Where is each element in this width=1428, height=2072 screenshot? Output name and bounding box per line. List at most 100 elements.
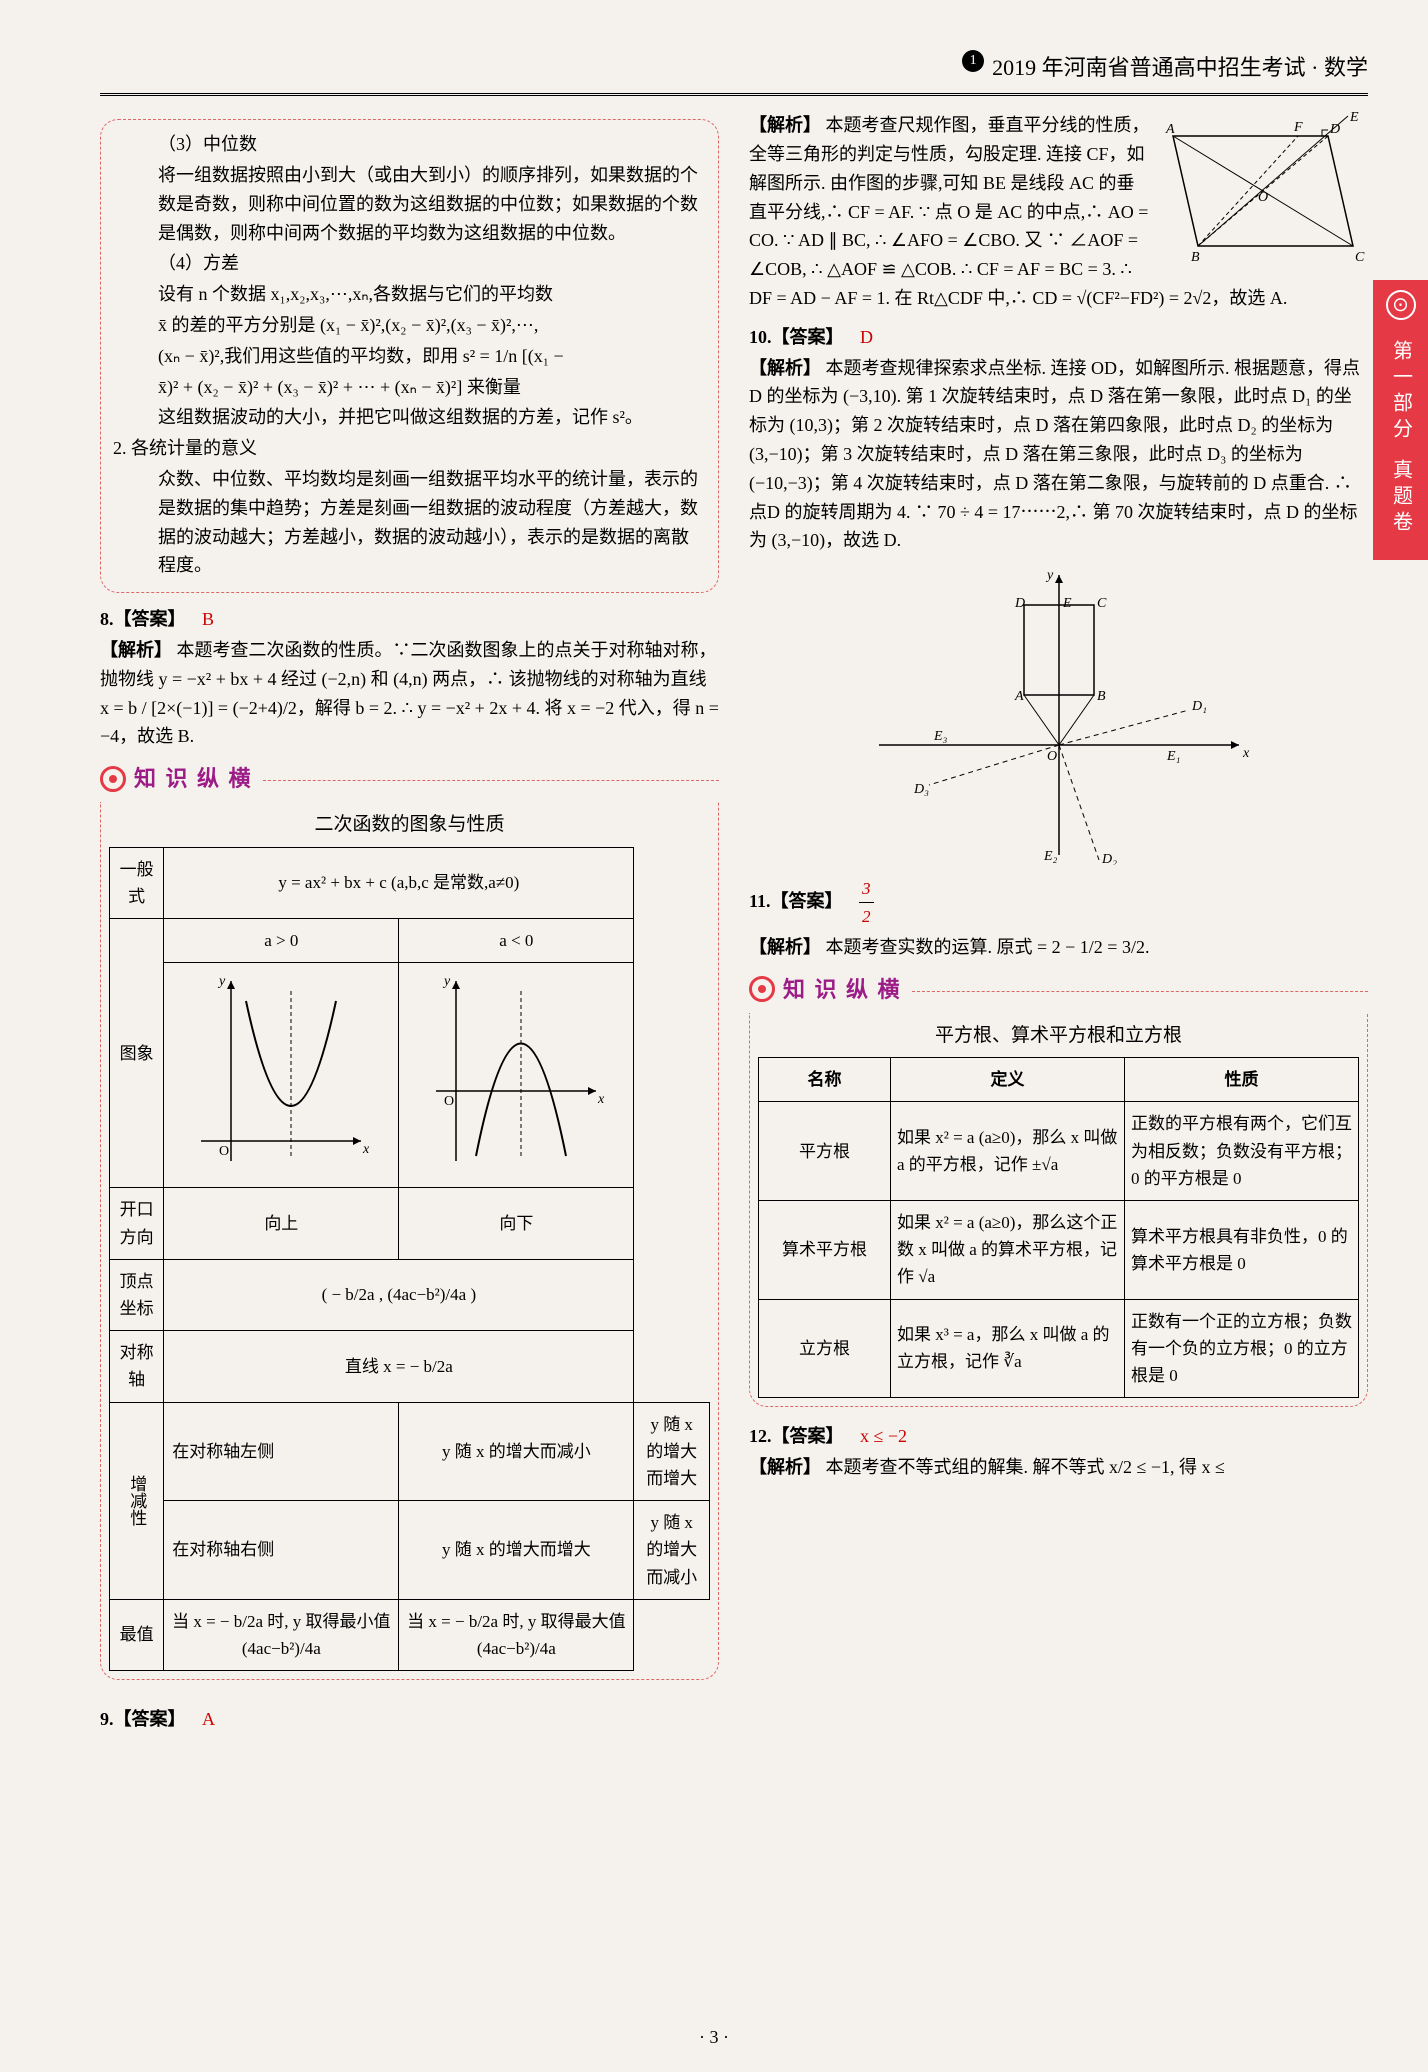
q9-exp-label: 【解析】 bbox=[749, 115, 821, 135]
table1-title: 二次函数的图象与性质 bbox=[109, 810, 710, 840]
dash-line-2 bbox=[912, 991, 1368, 992]
svg-text:O: O bbox=[444, 1094, 454, 1109]
t1-r7c2b: y 随 x 的增大而减小 bbox=[399, 1402, 634, 1501]
svg-text:E₁: E₁ bbox=[1166, 749, 1180, 764]
q10-answer-line: 10.【答案】 D bbox=[749, 323, 1368, 352]
svg-text:C: C bbox=[1355, 250, 1365, 261]
header-bullet: 1 bbox=[962, 50, 984, 72]
median-heading: （3）中位数 bbox=[113, 130, 706, 159]
t1-r7c2a: 在对称轴左侧 bbox=[164, 1402, 399, 1501]
q11-exp-label: 【解析】 bbox=[749, 937, 821, 957]
q8-answer: B bbox=[202, 609, 214, 629]
variance-p1: 设有 n 个数据 x₁,x₂,x₃,⋯,xₙ,各数据与它们的平均数 bbox=[113, 280, 706, 309]
q11-answer: 32 bbox=[859, 891, 874, 911]
q10-label: 10.【答案】 bbox=[749, 327, 844, 347]
q12-exp-label: 【解析】 bbox=[749, 1457, 821, 1477]
svg-text:O: O bbox=[219, 1144, 229, 1159]
t2-r3c2: 如果 x³ = a，那么 x 叫做 a 的立方根，记作 ∛a bbox=[891, 1299, 1125, 1398]
svg-text:B: B bbox=[1191, 250, 1200, 261]
svg-text:A: A bbox=[1014, 689, 1024, 704]
side-tab-line1: 第一部分 bbox=[1385, 340, 1417, 444]
side-tab-icon: ⊙ bbox=[1386, 290, 1416, 320]
svg-text:E₃: E₃ bbox=[933, 729, 948, 744]
t2-r2c1: 算术平方根 bbox=[759, 1200, 891, 1299]
table2-title: 平方根、算术平方根和立方根 bbox=[758, 1021, 1359, 1051]
rotation-diagram-icon: x y O A B C D E D₁ E₁ D₂ bbox=[859, 565, 1259, 865]
svg-text:D₁: D₁ bbox=[1191, 699, 1207, 714]
q12-label: 12.【答案】 bbox=[749, 1426, 844, 1446]
svg-text:y: y bbox=[1045, 568, 1054, 583]
stats-summary-box: （3）中位数 将一组数据按照由小到大（或由大到小）的顺序排列，如果数据的个数是奇… bbox=[100, 119, 719, 593]
svg-text:O: O bbox=[1047, 749, 1057, 764]
roots-table: 名称 定义 性质 平方根 如果 x² = a (a≥0)，那么 x 叫做 a 的… bbox=[758, 1057, 1359, 1398]
svg-text:A: A bbox=[1165, 122, 1175, 137]
parabola-up-cell: x y O bbox=[164, 963, 399, 1188]
svg-text:F: F bbox=[1293, 120, 1303, 135]
q9-answer-line: 9.【答案】 A bbox=[100, 1705, 719, 1734]
right-column: A D B C E F O 【解析】 本题考查尺规作图，垂直平分线的性质，全等三… bbox=[749, 111, 1368, 1736]
t2-h1: 名称 bbox=[759, 1058, 891, 1102]
variance-p3: (xₙ − x̄)²,我们用这些值的平均数，即用 s² = 1/n [(x₁ − bbox=[113, 342, 706, 371]
meaning-text: 众数、中位数、平均数均是刻画一组数据平均水平的统计量，表示的是数据的集中趋势；方… bbox=[113, 465, 706, 580]
t2-r3c1: 立方根 bbox=[759, 1299, 891, 1398]
parabola-up-icon: x y O bbox=[191, 971, 371, 1171]
rectangle-diagram-icon: A D B C E F O bbox=[1158, 111, 1368, 261]
t1-r3c1: 图象 bbox=[110, 919, 164, 1188]
t1-r2c3: a < 0 bbox=[399, 919, 634, 963]
t2-r1c1: 平方根 bbox=[759, 1102, 891, 1201]
q12-answer-line: 12.【答案】 x ≤ −2 bbox=[749, 1422, 1368, 1451]
knowledge-title-2: 知 识 纵 横 bbox=[783, 972, 902, 1007]
q8-exp-text: 本题考查二次函数的性质。∵二次函数图象上的点关于对称轴对称，抛物线 y = −x… bbox=[100, 640, 719, 746]
q12-exp-text: 本题考查不等式组的解集. 解不等式 x/2 ≤ −1, 得 x ≤ bbox=[826, 1457, 1225, 1477]
target-icon-2 bbox=[749, 976, 775, 1002]
q12-exp: 【解析】 本题考查不等式组的解集. 解不等式 x/2 ≤ −1, 得 x ≤ bbox=[749, 1453, 1368, 1482]
knowledge-box-1: 二次函数的图象与性质 一般式 y = ax² + bx + c (a,b,c 是… bbox=[100, 802, 719, 1680]
page-number: · 3 · bbox=[699, 2023, 729, 2052]
svg-text:B: B bbox=[1097, 689, 1106, 704]
svg-text:x: x bbox=[597, 1092, 605, 1107]
q8-exp: 【解析】 本题考查二次函数的性质。∵二次函数图象上的点关于对称轴对称，抛物线 y… bbox=[100, 636, 719, 751]
q10-exp-label: 【解析】 bbox=[749, 358, 821, 378]
svg-text:x: x bbox=[1242, 746, 1250, 761]
knowledge-header-1: 知 识 纵 横 bbox=[100, 761, 719, 796]
q10-exp: 【解析】 本题考查规律探索求点坐标. 连接 OD，如解图所示. 根据题意，得点 … bbox=[749, 354, 1368, 556]
svg-text:y: y bbox=[442, 974, 451, 989]
dash-line bbox=[263, 780, 719, 781]
svg-text:D: D bbox=[1014, 596, 1025, 611]
svg-text:D: D bbox=[1329, 122, 1340, 137]
t2-r1c2: 如果 x² = a (a≥0)，那么 x 叫做 a 的平方根，记作 ±√a bbox=[891, 1102, 1125, 1201]
t1-r8c1: 最值 bbox=[110, 1599, 164, 1670]
side-tab: ⊙ 第一部分 真题卷 bbox=[1373, 280, 1428, 560]
t1-r6c2: 直线 x = − b/2a bbox=[164, 1331, 634, 1402]
q9-answer: A bbox=[202, 1709, 215, 1729]
t1-r7c1: 增减性 bbox=[110, 1402, 164, 1599]
q9-label: 9.【答案】 bbox=[100, 1709, 186, 1729]
page-header: 1 2019 年河南省普通高中招生考试 · 数学 bbox=[100, 50, 1368, 96]
svg-text:E: E bbox=[1349, 111, 1359, 125]
svg-text:E₂: E₂ bbox=[1043, 849, 1058, 864]
t1-r2c2: a > 0 bbox=[164, 919, 399, 963]
t2-r2c3: 算术平方根具有非负性，0 的算术平方根是 0 bbox=[1125, 1200, 1359, 1299]
t1-r4c2: 向上 bbox=[164, 1188, 399, 1259]
t1-r5c2: ( − b/2a , (4ac−b²)/4a ) bbox=[164, 1259, 634, 1330]
q12-answer: x ≤ −2 bbox=[860, 1426, 907, 1446]
q11-exp: 【解析】 本题考查实数的运算. 原式 = 2 − 1/2 = 3/2. bbox=[749, 933, 1368, 962]
t1-r7c2c: y 随 x 的增大而增大 bbox=[634, 1402, 710, 1501]
variance-heading: （4）方差 bbox=[113, 249, 706, 278]
t1-r8c2: 当 x = − b/2a 时, y 取得最小值 (4ac−b²)/4a bbox=[164, 1599, 399, 1670]
t1-r4c3: 向下 bbox=[399, 1188, 634, 1259]
q10-exp-text: 本题考查规律探索求点坐标. 连接 OD，如解图所示. 根据题意，得点 D 的坐标… bbox=[749, 358, 1360, 551]
svg-text:x: x bbox=[362, 1142, 370, 1157]
q11-answer-line: 11.【答案】 32 bbox=[749, 875, 1368, 931]
q8-answer-line: 8.【答案】 B bbox=[100, 605, 719, 634]
q8-label: 8.【答案】 bbox=[100, 609, 186, 629]
t1-r7c3c: y 随 x 的增大而减小 bbox=[634, 1501, 710, 1600]
parabola-down-icon: x y O bbox=[426, 971, 606, 1171]
header-title: 2019 年河南省普通高中招生考试 · 数学 bbox=[992, 50, 1368, 85]
svg-text:D₂: D₂ bbox=[1101, 852, 1117, 865]
t1-r1c1: 一般式 bbox=[110, 847, 164, 918]
svg-text:O: O bbox=[1258, 190, 1268, 205]
t1-r4c1: 开口方向 bbox=[110, 1188, 164, 1259]
variance-p2: x̄ 的差的平方分别是 (x₁ − x̄)²,(x₂ − x̄)²,(x₃ − … bbox=[113, 311, 706, 340]
t1-r7c3a: 在对称轴右侧 bbox=[164, 1501, 399, 1600]
